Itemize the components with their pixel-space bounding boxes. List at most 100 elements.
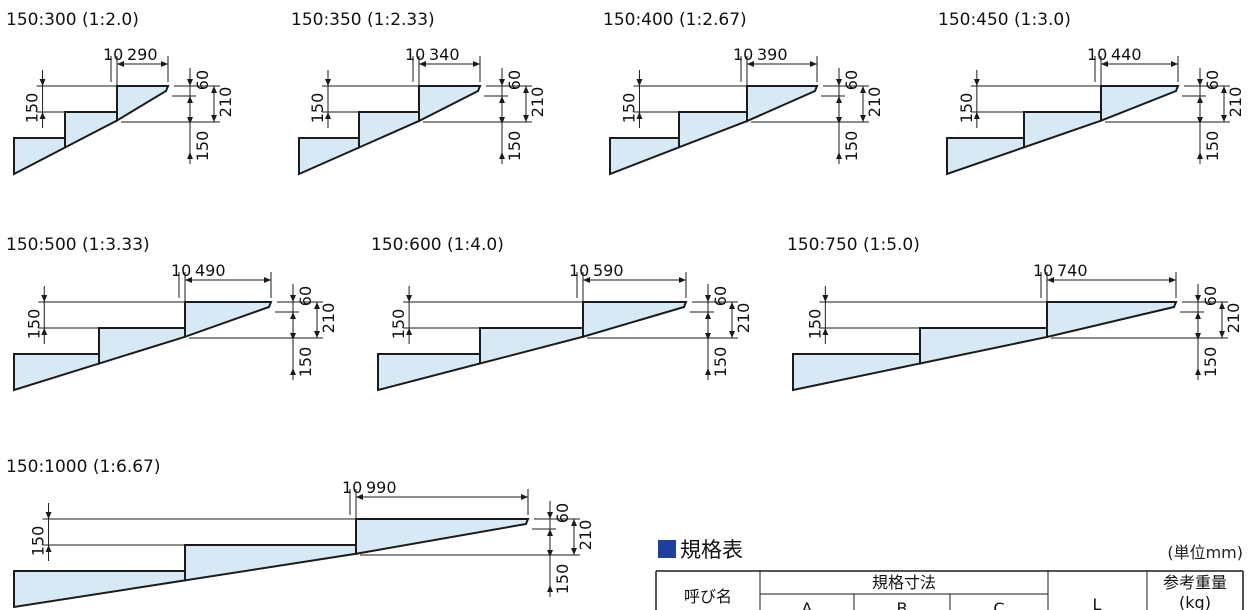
dim-tread: 390 bbox=[757, 45, 788, 64]
dim-gap: 10 bbox=[171, 261, 191, 280]
dim-rise-right: 150 bbox=[711, 347, 730, 378]
step-low bbox=[792, 353, 921, 392]
dim-tread: 490 bbox=[195, 261, 226, 280]
step-high bbox=[1046, 301, 1178, 339]
diagram-title: 150:750 (1:5.0) bbox=[787, 235, 920, 255]
dim-gap: 10 bbox=[103, 45, 123, 64]
diagram-title: 150:1000 (1:6.67) bbox=[6, 457, 161, 477]
dim-rise-right: 150 bbox=[842, 131, 861, 162]
th-l: L bbox=[1093, 595, 1102, 610]
dim-height: 210 bbox=[734, 303, 753, 334]
th-name: 呼び名 bbox=[684, 587, 732, 606]
dim-rise-left: 150 bbox=[23, 93, 42, 124]
spec-table-unit: (単位mm) bbox=[1167, 543, 1243, 562]
dim-nose: 60 bbox=[842, 70, 861, 90]
step-low bbox=[609, 137, 680, 176]
diagram-title: 150:350 (1:2.33) bbox=[291, 10, 435, 30]
step-high bbox=[582, 301, 688, 339]
step-middle bbox=[479, 327, 584, 365]
dim-rise-left: 150 bbox=[24, 309, 43, 340]
dim-height: 210 bbox=[216, 87, 235, 118]
step-low bbox=[13, 570, 186, 609]
dim-height: 210 bbox=[576, 520, 595, 551]
th-weight: 参考重量 bbox=[1163, 573, 1227, 592]
step-high bbox=[1100, 85, 1180, 123]
dim-nose: 60 bbox=[711, 286, 730, 306]
step-high bbox=[746, 85, 819, 123]
step-high bbox=[116, 85, 170, 123]
spec-table-title: 規格表 bbox=[680, 538, 743, 562]
step-low bbox=[13, 353, 100, 392]
step-high bbox=[184, 301, 273, 339]
dim-gap: 10 bbox=[1087, 45, 1107, 64]
dim-rise-left: 150 bbox=[619, 93, 638, 124]
dim-height: 210 bbox=[528, 87, 547, 118]
dim-gap: 10 bbox=[1033, 261, 1053, 280]
step-middle bbox=[919, 327, 1048, 365]
dim-rise-right: 150 bbox=[296, 347, 315, 378]
diagram-title: 150:450 (1:3.0) bbox=[938, 10, 1071, 30]
diagram-title: 150:300 (1:2.0) bbox=[6, 10, 139, 30]
dim-rise-left: 150 bbox=[957, 93, 976, 124]
dim-gap: 10 bbox=[342, 478, 362, 497]
dim-rise-left: 150 bbox=[389, 309, 408, 340]
spec-table-marker bbox=[658, 540, 676, 558]
diagram-title: 150:500 (1:3.33) bbox=[6, 235, 150, 255]
step-low bbox=[946, 137, 1025, 176]
th-c: C bbox=[993, 599, 1004, 610]
step-high bbox=[355, 518, 530, 555]
step-middle bbox=[358, 111, 420, 150]
dim-rise-right: 150 bbox=[193, 131, 212, 162]
dim-nose: 60 bbox=[553, 503, 572, 523]
dim-tread: 290 bbox=[127, 45, 158, 64]
dim-nose: 60 bbox=[296, 286, 315, 306]
dim-nose: 60 bbox=[193, 70, 212, 90]
dim-height: 210 bbox=[865, 87, 884, 118]
step-high bbox=[418, 85, 482, 123]
dim-rise-left: 150 bbox=[805, 309, 824, 340]
dim-height: 210 bbox=[1226, 87, 1245, 118]
dim-tread: 590 bbox=[593, 261, 624, 280]
diagram-title: 150:600 (1:4.0) bbox=[371, 235, 504, 255]
th-dims: 規格寸法 bbox=[872, 573, 936, 592]
dim-nose: 60 bbox=[505, 70, 524, 90]
step-middle bbox=[98, 327, 186, 365]
dim-gap: 10 bbox=[405, 45, 425, 64]
dim-nose: 60 bbox=[1203, 70, 1222, 90]
step-middle bbox=[678, 111, 748, 149]
dim-gap: 10 bbox=[569, 261, 589, 280]
step-middle bbox=[64, 111, 118, 150]
th-b: B bbox=[897, 599, 908, 610]
dim-rise-right: 150 bbox=[1203, 131, 1222, 162]
dim-tread: 740 bbox=[1057, 261, 1088, 280]
spec-table-grid bbox=[655, 570, 1244, 610]
dim-nose: 60 bbox=[1201, 286, 1220, 306]
spec-table: 規格表 (単位mm) 呼び名 規格寸法 A B C L 参考重量 (kg) bbox=[655, 538, 1244, 610]
th-a: A bbox=[802, 599, 813, 610]
dim-height: 210 bbox=[319, 303, 338, 334]
dim-rise-left: 150 bbox=[29, 526, 48, 557]
dim-rise-right: 150 bbox=[1201, 347, 1220, 378]
step-low bbox=[377, 353, 481, 392]
step-low bbox=[13, 137, 66, 176]
dim-rise-right: 150 bbox=[505, 131, 524, 162]
th-weight-unit: (kg) bbox=[1179, 593, 1211, 610]
dim-gap: 10 bbox=[733, 45, 753, 64]
dim-rise-left: 150 bbox=[308, 93, 327, 124]
step-middle bbox=[184, 544, 357, 582]
step-middle bbox=[1023, 111, 1102, 149]
dim-tread: 340 bbox=[429, 45, 460, 64]
step-low bbox=[298, 137, 360, 176]
diagram-title: 150:400 (1:2.67) bbox=[603, 10, 747, 30]
dim-rise-right: 150 bbox=[553, 564, 572, 595]
